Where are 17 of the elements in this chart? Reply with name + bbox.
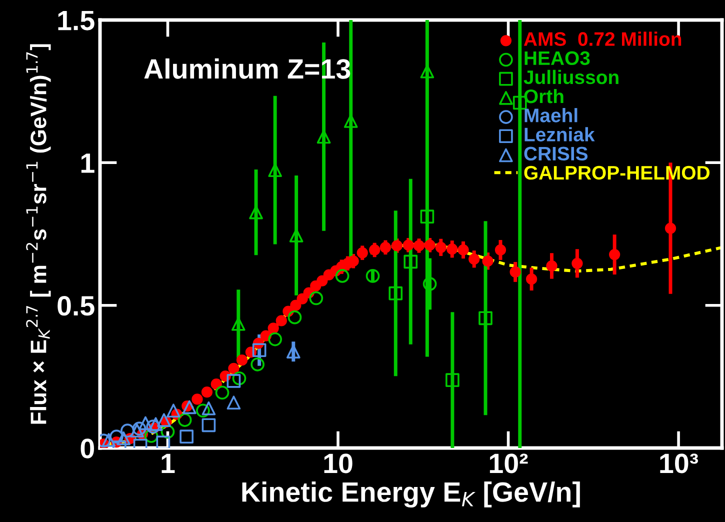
legend-label: Orth	[524, 88, 564, 104]
x-tick-label: 10³	[660, 454, 698, 474]
x-tick-label: 1	[162, 454, 175, 473]
legend-label: CRISIS	[524, 146, 588, 161]
legend-label: HEAO3	[524, 51, 590, 66]
x-tick-label: 10²	[490, 454, 528, 474]
x-axis-title: Kinetic Energy E$_{K}$ [GeV/n]	[242, 482, 580, 508]
y-tick-label: 1	[81, 154, 94, 173]
legend-label: Julliusson	[524, 70, 618, 84]
x-tick-label: 10	[324, 454, 352, 474]
y-tick-label: 0	[80, 438, 94, 458]
legend-label: Lezniak	[524, 127, 595, 142]
y-tick-label: 0.5	[58, 296, 94, 316]
legend-label: Maehl	[524, 108, 578, 122]
text: Flux × E$_{K}$$^{2.7}$ [ m$^{−2}$s$^{−1}$sr$^{−1}$ (GeV/n)$^{1.7}$]	[26, 44, 51, 424]
legend-label: AMS 0.72 Million	[524, 32, 682, 46]
y-tick-label: 1.5	[58, 10, 94, 30]
